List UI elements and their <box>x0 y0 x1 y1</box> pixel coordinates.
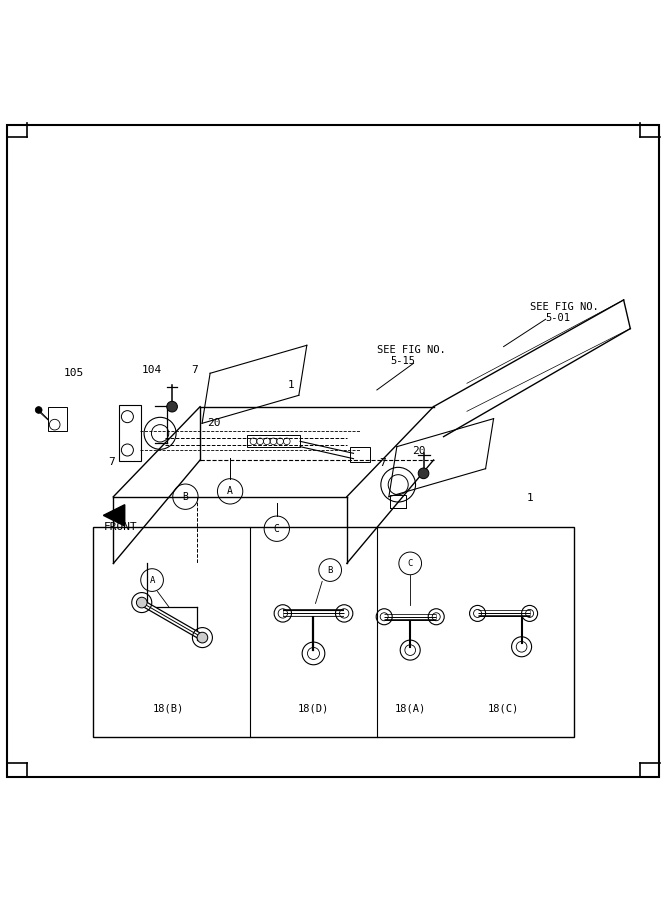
Text: 104: 104 <box>142 365 162 375</box>
Text: 18(D): 18(D) <box>298 704 329 714</box>
Text: C: C <box>408 559 413 568</box>
Text: 7: 7 <box>191 365 197 375</box>
Text: 1: 1 <box>288 380 295 390</box>
Text: 18(B): 18(B) <box>153 704 184 714</box>
Text: B: B <box>183 491 188 501</box>
Text: 7: 7 <box>109 457 115 467</box>
Text: 18(A): 18(A) <box>395 704 426 714</box>
Circle shape <box>197 633 207 643</box>
Bar <box>119 405 141 462</box>
Polygon shape <box>103 505 125 526</box>
Circle shape <box>137 598 147 608</box>
Bar <box>93 526 574 737</box>
Text: 18(C): 18(C) <box>488 704 519 714</box>
Text: A: A <box>149 576 155 585</box>
Circle shape <box>35 407 42 413</box>
Text: FRONT: FRONT <box>103 522 137 532</box>
Bar <box>48 408 67 431</box>
Text: C: C <box>274 524 279 534</box>
Text: SEE FIG NO.: SEE FIG NO. <box>377 345 446 355</box>
Text: B: B <box>327 565 333 574</box>
Text: A: A <box>227 486 233 497</box>
Text: 5-15: 5-15 <box>390 356 415 366</box>
Text: 5-01: 5-01 <box>546 313 570 323</box>
Text: SEE FIG NO.: SEE FIG NO. <box>530 302 599 311</box>
Text: 105: 105 <box>63 368 83 378</box>
Circle shape <box>167 401 177 412</box>
Circle shape <box>418 468 429 479</box>
Text: 20: 20 <box>207 418 220 428</box>
Bar <box>247 436 300 447</box>
Bar <box>350 447 370 462</box>
Bar <box>390 495 406 508</box>
Text: 20: 20 <box>412 446 426 456</box>
Text: 7: 7 <box>380 458 386 468</box>
Text: 1: 1 <box>527 493 534 503</box>
